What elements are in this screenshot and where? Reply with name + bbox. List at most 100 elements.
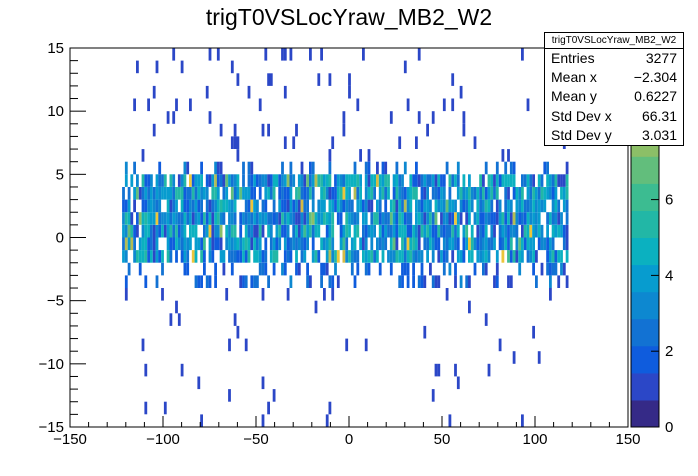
histogram-bin (462, 224, 466, 238)
histogram-bin (247, 250, 251, 263)
histogram-bin (236, 73, 240, 86)
histogram-bin (426, 199, 429, 213)
histogram-bin (504, 187, 508, 200)
histogram-bin (353, 224, 357, 238)
histogram-bin (429, 212, 432, 225)
histogram-bin (482, 262, 485, 276)
histogram-bin (373, 174, 376, 187)
histogram-bin (122, 199, 125, 213)
histogram-bin (205, 85, 209, 99)
histogram-bin (465, 212, 469, 225)
histogram-bin (158, 174, 162, 187)
histogram-bin (211, 199, 215, 213)
histogram-bin (401, 187, 404, 200)
histogram-bin (222, 212, 226, 225)
histogram-bin (565, 275, 569, 288)
histogram-bin (501, 212, 505, 225)
histogram-bin (353, 237, 357, 251)
histogram-bin (339, 199, 343, 213)
histogram-bin (412, 262, 415, 276)
histogram-bin (429, 224, 432, 238)
histogram-bin (420, 212, 424, 225)
histogram-bin (124, 288, 128, 301)
palette-swatch (631, 372, 659, 401)
histogram-bin (194, 212, 198, 225)
histogram-bin (124, 224, 128, 238)
histogram-bin (147, 250, 150, 263)
histogram-bin (484, 250, 488, 263)
histogram-bin (163, 174, 167, 187)
histogram-bin (166, 187, 170, 200)
histogram-bin (200, 161, 203, 175)
histogram-bin (482, 212, 485, 225)
histogram-bin (395, 250, 399, 263)
histogram-bin (364, 187, 368, 200)
histogram-bin (292, 174, 296, 187)
histogram-bin (147, 237, 150, 251)
histogram-bin (420, 187, 424, 200)
histogram-bin (376, 212, 379, 225)
histogram-bin (205, 275, 209, 288)
histogram-bin (216, 212, 220, 225)
histogram-bin (504, 174, 508, 187)
histogram-bin (334, 262, 337, 276)
histogram-bin (189, 212, 192, 225)
histogram-bin (395, 199, 399, 213)
histogram-bin (250, 161, 254, 175)
histogram-bin (459, 85, 463, 99)
histogram-bin (303, 187, 307, 200)
histogram-bin (359, 174, 362, 187)
histogram-bin (286, 250, 290, 263)
histogram-bin (144, 250, 148, 263)
y-tick-label: −5 (47, 293, 64, 310)
histogram-bin (498, 199, 502, 213)
histogram-bin (175, 224, 178, 238)
histogram-bin (292, 199, 296, 213)
histogram-bin (565, 199, 569, 213)
histogram-bin (454, 174, 457, 187)
histogram-bin (437, 174, 441, 187)
histogram-bin (233, 212, 237, 225)
histogram-bin (440, 250, 443, 263)
histogram-bin (152, 123, 156, 137)
histogram-bin (498, 338, 502, 352)
histogram-bin (147, 224, 150, 238)
histogram-bin (323, 199, 326, 213)
histogram-bin (272, 237, 276, 251)
histogram-bin (532, 212, 535, 225)
histogram-bin (236, 174, 240, 187)
stats-box-title: trigT0VSLocYraw_MB2_W2 (545, 33, 683, 49)
histogram-bin (222, 174, 226, 187)
histogram-bin (451, 199, 455, 213)
histogram-bin (122, 187, 125, 200)
histogram-bin (150, 250, 153, 263)
histogram-bin (138, 237, 142, 251)
histogram-bin (136, 187, 139, 200)
histogram-bin (482, 174, 485, 187)
histogram-bin (557, 224, 561, 238)
stats-label: Entries (551, 50, 595, 66)
histogram-bin (200, 275, 203, 288)
histogram-bin (339, 237, 343, 251)
histogram-bin (169, 237, 173, 251)
histogram-bin (219, 250, 223, 263)
histogram-bin (356, 199, 360, 213)
histogram-bin (512, 212, 516, 225)
histogram-bin (152, 85, 156, 99)
histogram-bin (267, 224, 270, 238)
histogram-bin (417, 48, 421, 61)
histogram-bin (353, 174, 357, 187)
histogram-bin (532, 224, 535, 238)
histogram-bin (442, 262, 446, 276)
histogram-bin (384, 237, 388, 251)
histogram-bin (448, 414, 452, 427)
histogram-bin (409, 212, 413, 225)
histogram-bin (247, 187, 251, 200)
histogram-bin (348, 174, 351, 187)
histogram-bin (264, 212, 268, 225)
histogram-bin (398, 275, 402, 288)
histogram-bin (122, 237, 125, 251)
histogram-bin (281, 48, 284, 61)
histogram-bin (501, 250, 505, 263)
histogram-bin (152, 212, 156, 225)
